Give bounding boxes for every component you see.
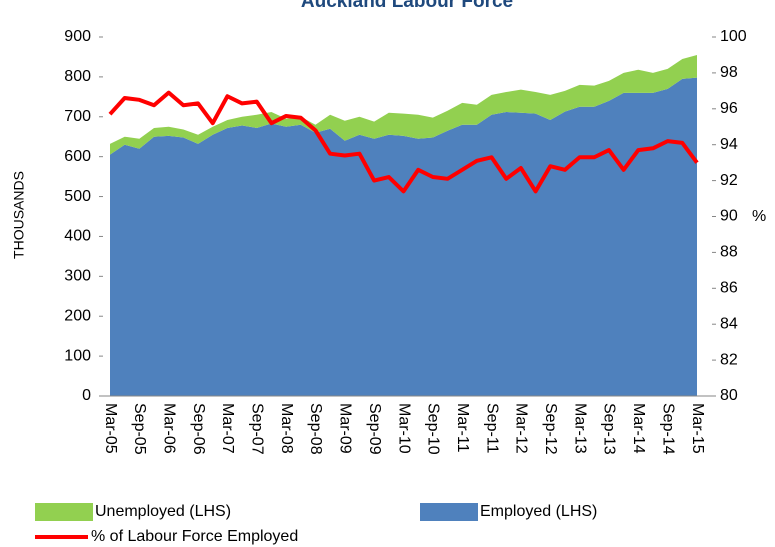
x-tick-label: Mar-07 xyxy=(219,403,236,454)
y-tick-label: 200 xyxy=(64,307,91,324)
y2-tick-label: 90 xyxy=(720,208,738,225)
area xyxy=(110,54,697,155)
y2-tick-label: 94 xyxy=(720,136,738,153)
y2-tick-label: 86 xyxy=(720,280,738,297)
y-tick-label: 500 xyxy=(64,188,91,205)
x-tick-label: Mar-05 xyxy=(102,403,119,454)
y-tick-label: 100 xyxy=(64,347,91,364)
legend-label: % of Labour Force Employed xyxy=(91,528,298,545)
x-tick-label: Sep-05 xyxy=(131,403,148,455)
y2-tick-label: 100 xyxy=(720,28,747,45)
legend-swatch xyxy=(35,503,93,521)
x-tick-label: Sep-10 xyxy=(425,403,442,455)
x-tick-label: Mar-09 xyxy=(337,403,354,454)
x-tick-label: Mar-08 xyxy=(278,403,295,454)
y-tick-label: 900 xyxy=(64,28,91,45)
legend-label: Unemployed (LHS) xyxy=(95,503,231,520)
x-tick-label: Mar-14 xyxy=(630,403,647,454)
y2-tick-label: 82 xyxy=(720,351,738,368)
y-tick-label: 800 xyxy=(64,68,91,85)
x-tick-label: Mar-12 xyxy=(513,403,530,454)
line xyxy=(108,90,699,194)
y-tick-label: 400 xyxy=(64,228,91,245)
x-tick-label: Mar-10 xyxy=(395,403,412,454)
y-tick-label: 600 xyxy=(64,148,91,165)
chart-title: Auckland Labour Force xyxy=(301,0,513,12)
y-tick-label: 700 xyxy=(64,108,91,125)
y2-tick-label: 80 xyxy=(720,387,738,404)
y2-tick-label: 88 xyxy=(720,244,738,261)
x-tick-label: Mar-06 xyxy=(160,403,177,454)
x-tick-label: Mar-15 xyxy=(689,403,706,454)
x-tick-label: Sep-12 xyxy=(542,403,559,455)
y-tick-label: 300 xyxy=(64,268,91,285)
x-tick-label: Sep-11 xyxy=(483,403,500,454)
area xyxy=(110,77,697,396)
x-tick-label: Sep-08 xyxy=(307,403,324,455)
x-tick-label: Sep-14 xyxy=(659,403,676,455)
y-axis-title: THOUSANDS xyxy=(11,171,27,259)
y2-tick-label: 92 xyxy=(720,172,738,189)
y2-tick-label: 84 xyxy=(720,315,738,332)
legend-label: Employed (LHS) xyxy=(480,503,597,520)
y2-axis-title: % xyxy=(752,208,766,225)
y2-tick-label: 96 xyxy=(720,100,738,117)
x-tick-label: Mar-11 xyxy=(454,403,471,453)
legend-swatch xyxy=(420,503,478,521)
x-tick-label: Sep-07 xyxy=(249,403,266,455)
x-tick-label: Sep-06 xyxy=(190,403,207,455)
x-tick-label: Sep-13 xyxy=(601,403,618,455)
y2-tick-label: 98 xyxy=(720,64,738,81)
x-tick-label: Mar-13 xyxy=(571,403,588,454)
x-tick-label: Sep-09 xyxy=(366,403,383,455)
y-tick-label: 0 xyxy=(82,387,91,404)
